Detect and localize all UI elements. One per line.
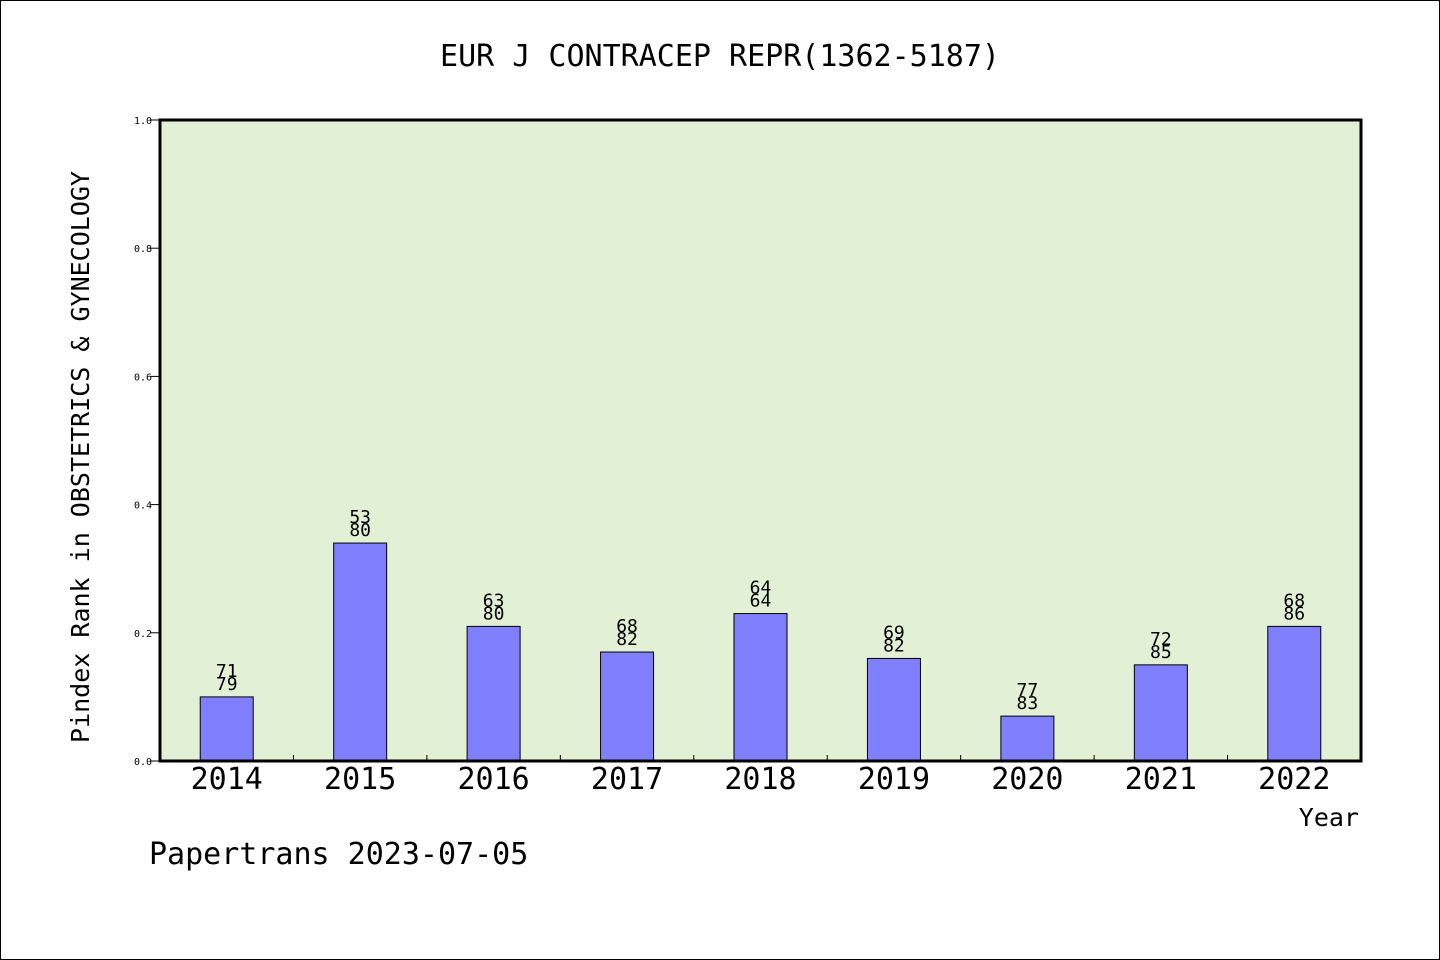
y-tick-label: 0.4 bbox=[134, 501, 152, 512]
bar-2016 bbox=[466, 625, 521, 762]
plot-border bbox=[158, 118, 1363, 763]
x-tick-label: 2021 bbox=[1125, 762, 1197, 797]
y-tick-label: 0.6 bbox=[134, 372, 152, 383]
bar-label: 82 bbox=[883, 635, 905, 656]
bar-label: 72 bbox=[1150, 629, 1172, 650]
bar-label: 63 bbox=[483, 590, 505, 611]
bar-2014 bbox=[199, 696, 254, 762]
x-tick-label: 2017 bbox=[591, 762, 663, 797]
x-tick-label: 2018 bbox=[724, 762, 796, 797]
bar-label: 82 bbox=[616, 629, 638, 650]
bar-2021 bbox=[1133, 664, 1188, 762]
bar-2020 bbox=[1000, 715, 1055, 762]
x-tick-label: 2014 bbox=[191, 762, 263, 797]
bar-label: 80 bbox=[349, 520, 371, 541]
bar-2017 bbox=[600, 651, 655, 762]
bar-2019 bbox=[866, 657, 921, 762]
bar-label: 69 bbox=[883, 622, 905, 643]
x-tick-label: 2022 bbox=[1258, 762, 1330, 797]
footer-text: Papertrans 2023-07-05 bbox=[149, 837, 528, 872]
bar-label: 83 bbox=[1017, 693, 1039, 714]
y-axis-label: Pindex Rank in OBSTETRICS & GYNECOLOGY bbox=[66, 171, 95, 743]
bar-label: 80 bbox=[483, 603, 505, 624]
bar-2015 bbox=[333, 542, 388, 762]
y-tick-label: 1.0 bbox=[134, 116, 152, 127]
y-tick-label: 0.8 bbox=[134, 244, 152, 255]
x-axis: 2014 2015 2016 2017 2018 2019 2020 2021 2022 bbox=[191, 755, 1330, 797]
bar-2018 bbox=[733, 613, 788, 762]
x-tick-label: 2016 bbox=[457, 762, 529, 797]
bar-label: 77 bbox=[1017, 680, 1039, 701]
bar-label: 64 bbox=[750, 578, 772, 599]
bar-label: 64 bbox=[750, 591, 772, 612]
x-tick-label: 2020 bbox=[991, 762, 1063, 797]
y-tick-label: 0.2 bbox=[134, 629, 152, 640]
bar-label: 86 bbox=[1283, 603, 1305, 624]
bar-label: 71 bbox=[216, 661, 238, 682]
y-axis: 0.0 0.2 0.4 0.6 0.8 1.0 bbox=[134, 116, 160, 768]
bar-label: 68 bbox=[616, 616, 638, 637]
chart-title: EUR J CONTRACEP REPR(1362-5187) bbox=[440, 39, 1000, 74]
bar-label: 79 bbox=[216, 674, 238, 695]
bar-label: 53 bbox=[349, 507, 371, 528]
bar-label: 68 bbox=[1283, 590, 1305, 611]
x-tick-label: 2019 bbox=[858, 762, 930, 797]
x-axis-label: Year bbox=[1299, 803, 1359, 832]
bar-2022 bbox=[1267, 625, 1322, 762]
x-tick-label: 2015 bbox=[324, 762, 396, 797]
bar-label: 85 bbox=[1150, 642, 1172, 663]
y-tick-label: 0.0 bbox=[134, 757, 152, 768]
